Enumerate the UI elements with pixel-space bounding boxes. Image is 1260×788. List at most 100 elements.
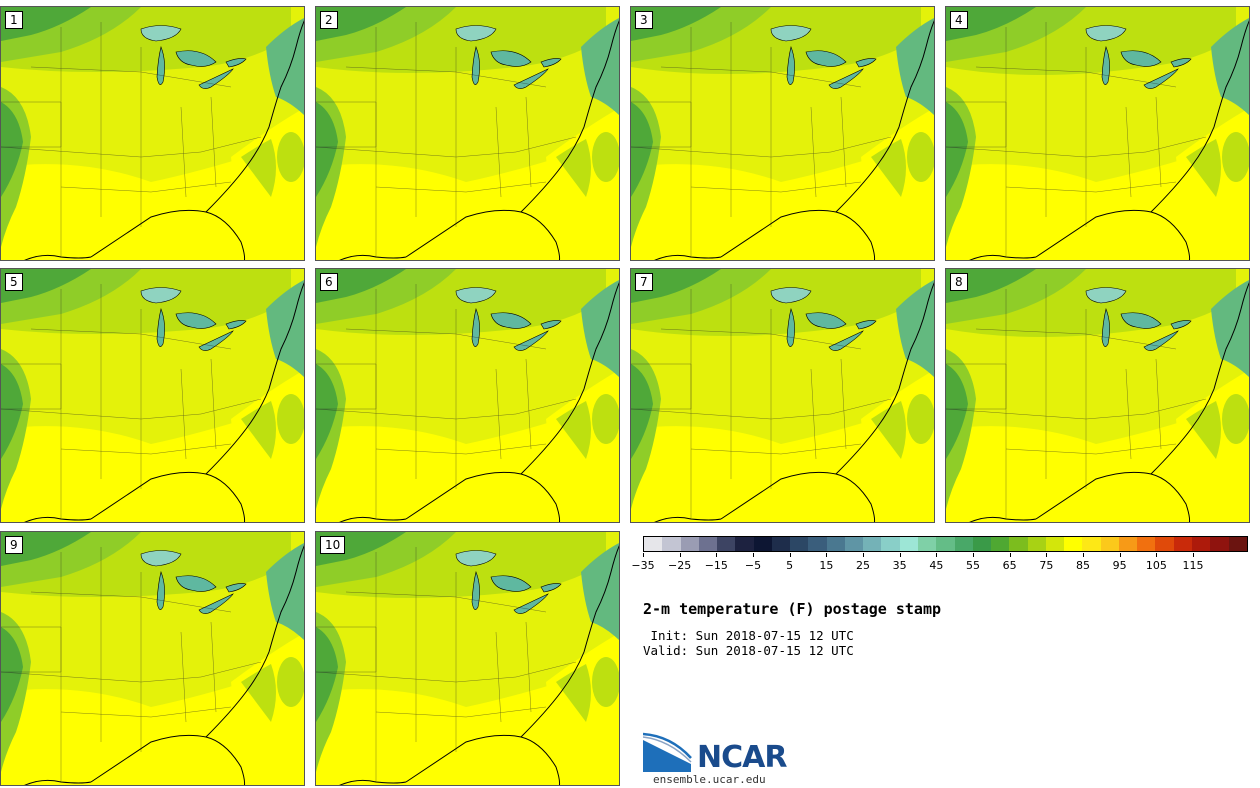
colorbar-swatch [1137,537,1156,551]
colorbar-swatch [1045,537,1065,551]
member-number-label: 3 [635,11,653,29]
ensemble-member-panel: 5 [0,268,305,523]
member-number-label: 4 [950,11,968,29]
logo-text: NCAR [697,740,787,775]
colorbar-swatch [899,537,918,551]
ensemble-member-panel: 1 [0,6,305,261]
colorbar-tick-label: 105 [1145,559,1167,572]
colorbar-tick-label: 5 [786,559,794,572]
colorbar-tick [1046,553,1048,557]
member-number-label: 6 [320,273,338,291]
map-image [631,269,934,522]
colorbar-swatch [1064,537,1083,551]
member-number-label: 2 [320,11,338,29]
member-number-label: 8 [950,273,968,291]
colorbar-swatch [1009,537,1028,551]
ensemble-member-panel: 7 [630,268,935,523]
init-time: Init: Sun 2018-07-15 12 UTC [643,628,854,643]
member-number-label: 5 [5,273,23,291]
colorbar-swatch [1210,537,1229,551]
logo-swoosh-2 [643,736,692,763]
colorbar-tick-label: 75 [1039,559,1054,572]
colorbar-tick-label: −25 [668,559,692,572]
colorbar-swatch [1155,537,1174,551]
colorbar-tick-label: −35 [631,559,655,572]
colorbar-tick [1009,553,1011,557]
colorbar-tick-label: 15 [819,559,834,572]
colorbar-tick-label: 25 [856,559,870,572]
colorbar-swatch [863,537,882,551]
colorbar-swatch [844,537,864,551]
colorbar-swatch [917,537,937,551]
colorbar-ticks: −35 −25 −15 −5 5 15 25 35 45 55 65 75 85 95 105 115 [631,553,1248,577]
ensemble-member-panel: 6 [315,268,620,523]
colorbar-swatch [972,537,992,551]
map-image [946,7,1249,260]
plot-title: 2-m temperature (F) postage stamp [643,600,942,618]
ensemble-member-panel: 8 [945,268,1250,523]
map-image [1,532,304,785]
colorbar-swatch [1027,537,1046,551]
map-image [1,7,304,260]
logo-blue-block [643,740,691,772]
map-image [1,269,304,522]
colorbar-tick [789,553,791,557]
colorbar-swatch [735,537,754,551]
colorbar-swatch [1191,537,1211,551]
colorbar-tick [973,553,974,557]
colorbar-tick [1193,553,1194,557]
colorbar-tick [936,553,938,557]
colorbar-swatch [771,537,791,551]
colorbar-tick-label: −5 [744,559,762,572]
ensemble-member-panel: 4 [945,6,1250,261]
colorbar-swatch [698,537,718,551]
map-image [946,269,1249,522]
colorbar-swatch [662,537,681,551]
ensemble-member-panel: 10 [315,531,620,786]
member-number-label: 1 [5,11,23,29]
colorbar-swatch [881,537,900,551]
colorbar-tick-label: 95 [1112,559,1127,572]
colorbar-tick [1156,553,1158,557]
colorbar-tick-label: 35 [892,559,907,572]
member-number-label: 7 [635,273,653,291]
colorbar-tick [1083,553,1084,557]
colorbar-tick-label: 85 [1076,559,1090,572]
colorbar-tick [643,553,644,557]
colorbar-tick [716,553,718,557]
map-image [316,269,619,522]
colorbar-swatch [826,537,845,551]
colorbar-swatch [680,537,699,551]
ensemble-member-panel: 3 [630,6,935,261]
colorbar-tick [1119,553,1121,557]
colorbar-tick-label: 55 [966,559,980,572]
colorbar-swatch [753,537,772,551]
colorbar [643,536,1248,552]
colorbar-swatch [936,537,955,551]
logo-swoosh [643,732,692,759]
colorbar-swatch [1173,537,1192,551]
ensemble-member-panel: 9 [0,531,305,786]
colorbar-swatch [644,537,663,551]
valid-time: Valid: Sun 2018-07-15 12 UTC [643,643,854,658]
colorbar-swatch [790,537,809,551]
colorbar-swatch [991,537,1010,551]
map-image [631,7,934,260]
colorbar-tick [826,553,828,557]
map-image [316,532,619,785]
colorbar-tick-label: −15 [704,559,728,572]
colorbar-swatch [808,537,827,551]
colorbar-tick-label: 65 [1002,559,1017,572]
colorbar-tick-label: 45 [929,559,944,572]
colorbar-swatch [1118,537,1138,551]
colorbar-tick [753,553,754,557]
colorbar-tick [863,553,864,557]
colorbar-swatch [1100,537,1119,551]
colorbar-swatch [1082,537,1101,551]
colorbar-tick [899,553,901,557]
member-number-label: 9 [5,536,23,554]
site-url: ensemble.ucar.edu [653,773,766,786]
ncar-logo [643,732,692,772]
colorbar-swatch [954,537,973,551]
colorbar-swatch [717,537,736,551]
